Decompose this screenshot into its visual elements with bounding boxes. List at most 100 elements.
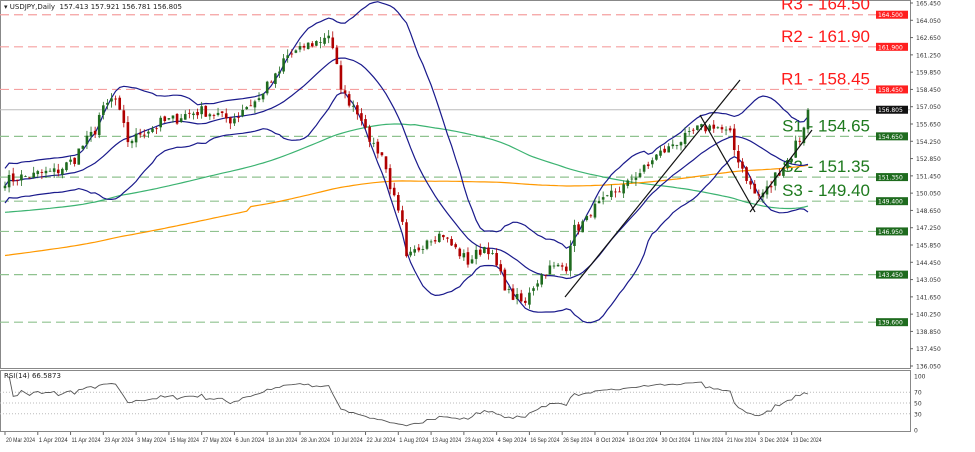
y-tick-label: 162.650 bbox=[916, 35, 941, 42]
y-tick-label: 159.850 bbox=[916, 70, 941, 77]
candle-body bbox=[696, 125, 699, 130]
x-tick-label: 16 Sep 2024 bbox=[530, 438, 560, 444]
candle-body bbox=[691, 129, 695, 131]
candle-body bbox=[142, 134, 146, 136]
x-tick-label: 15 May 2024 bbox=[170, 438, 200, 444]
candle-body bbox=[466, 252, 470, 265]
candle-body bbox=[188, 112, 191, 114]
candle-body bbox=[212, 115, 216, 116]
y-tick-label: 147.250 bbox=[916, 225, 941, 232]
candle-body bbox=[601, 197, 605, 200]
candle-body bbox=[282, 58, 285, 72]
candle-body bbox=[32, 172, 35, 178]
candle-body bbox=[409, 251, 412, 256]
candle-body bbox=[97, 114, 101, 136]
level-price-tag-text: 158.450 bbox=[878, 87, 903, 94]
candle-body bbox=[732, 128, 736, 151]
candle-body bbox=[618, 191, 621, 193]
candle-body bbox=[208, 114, 212, 117]
x-tick-label: 22 Jul 2024 bbox=[367, 438, 397, 444]
candle-body bbox=[233, 118, 236, 124]
candle-body bbox=[790, 158, 793, 162]
y-tick-label: 143.050 bbox=[916, 277, 941, 284]
candle-body bbox=[147, 131, 150, 134]
candle-body bbox=[552, 265, 556, 267]
candle-body bbox=[56, 169, 60, 174]
candle-body bbox=[528, 292, 531, 305]
candle-body bbox=[48, 170, 52, 172]
candle-body bbox=[253, 101, 257, 108]
candle-body bbox=[335, 47, 339, 65]
candle-body bbox=[302, 45, 306, 48]
candle-body bbox=[683, 132, 687, 144]
candle-body bbox=[802, 127, 806, 144]
level-price-tag-text: 149.400 bbox=[878, 199, 903, 206]
candle-body bbox=[310, 43, 314, 47]
candle-body bbox=[798, 140, 802, 142]
candle-body bbox=[261, 93, 265, 100]
candle-body bbox=[364, 119, 367, 128]
candle-body bbox=[511, 288, 515, 300]
candle-body bbox=[519, 293, 523, 302]
candle-body bbox=[548, 265, 552, 275]
x-tick-label: 3 Dec 2024 bbox=[760, 438, 790, 444]
candle-body bbox=[458, 248, 462, 257]
candle-body bbox=[392, 187, 396, 196]
candle-body bbox=[89, 131, 93, 136]
level-price-tag-text: 146.950 bbox=[878, 229, 903, 236]
candle-body bbox=[118, 97, 122, 110]
candle-body bbox=[442, 235, 445, 238]
candle-body bbox=[585, 215, 589, 221]
y-tick-label: 150.050 bbox=[916, 191, 941, 198]
candle-body bbox=[331, 37, 335, 49]
candle-body bbox=[646, 164, 650, 167]
candle-body bbox=[614, 191, 617, 193]
candle-body bbox=[622, 184, 625, 194]
candle-body bbox=[11, 173, 15, 182]
candle-body bbox=[274, 73, 277, 84]
candle-body bbox=[24, 176, 27, 177]
candle-body bbox=[249, 105, 253, 107]
candle-body bbox=[265, 81, 269, 94]
candle-body bbox=[753, 183, 757, 194]
candle-body bbox=[388, 168, 392, 190]
candle-body bbox=[356, 105, 359, 115]
candle-body bbox=[532, 288, 535, 291]
candle-body bbox=[597, 200, 601, 204]
candle-body bbox=[421, 249, 425, 250]
y-tick-label: 137.450 bbox=[916, 346, 941, 353]
x-tick-label: 4 Sep 2024 bbox=[498, 438, 528, 444]
candle-body bbox=[704, 125, 707, 132]
candle-body bbox=[495, 252, 498, 266]
candle-body bbox=[85, 135, 89, 145]
candle-body bbox=[306, 42, 310, 50]
candle-body bbox=[663, 148, 666, 153]
candle-body bbox=[786, 159, 789, 169]
candle-body bbox=[610, 190, 613, 198]
y-tick-label: 157.050 bbox=[916, 104, 941, 111]
candle-body bbox=[794, 140, 798, 158]
x-tick-label: 1 Aug 2024 bbox=[399, 438, 429, 444]
candle-body bbox=[163, 116, 167, 122]
x-tick-label: 28 Jun 2024 bbox=[301, 438, 331, 444]
x-tick-label: 21 Nov 2024 bbox=[727, 438, 757, 444]
candle-body bbox=[638, 173, 642, 178]
rsi-level-label: 0 bbox=[914, 428, 918, 435]
candle-body bbox=[339, 65, 343, 90]
candle-body bbox=[626, 180, 630, 186]
candle-body bbox=[405, 222, 408, 257]
candle-body bbox=[323, 37, 326, 44]
level-price-tag-text: 143.450 bbox=[878, 272, 903, 279]
candle-body bbox=[589, 215, 593, 217]
y-tick-label: 141.650 bbox=[916, 294, 941, 301]
candle-body bbox=[569, 245, 572, 271]
candle-body bbox=[491, 253, 494, 254]
y-tick-label: 140.250 bbox=[916, 312, 941, 319]
candle-body bbox=[720, 127, 724, 130]
current-price-tag bbox=[876, 105, 908, 114]
candle-body bbox=[237, 117, 240, 118]
candle-body bbox=[15, 179, 19, 181]
candle-body bbox=[81, 145, 85, 149]
candle-body bbox=[151, 128, 154, 132]
moving-average-200-line bbox=[4, 164, 809, 257]
